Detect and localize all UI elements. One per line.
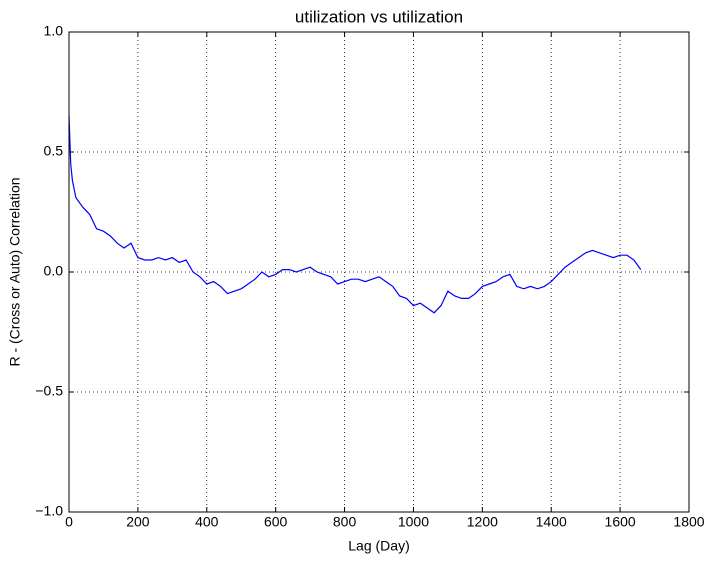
x-tick-label: 600 [264,514,288,530]
x-axis-label: Lag (Day) [348,538,409,554]
y-axis-label: R - (Cross or Auto) Correlation [7,177,23,366]
x-tick-label: 200 [126,514,150,530]
x-tick-label: 1600 [605,514,636,530]
y-tick-label: 0.0 [44,263,64,279]
y-tick-label: 1.0 [44,23,64,39]
chart-title: utilization vs utilization [295,7,463,26]
x-tick-label: 0 [65,514,73,530]
x-tick-label: 1800 [673,514,704,530]
y-tick-label: 0.5 [44,143,64,159]
y-tick-label: −1.0 [35,503,63,519]
x-tick-label: 1200 [467,514,498,530]
data-line [68,115,642,314]
x-tick-label: 1000 [398,514,429,530]
x-tick-label: 1400 [536,514,567,530]
plot-frame [68,31,690,513]
x-tick-label: 400 [195,514,219,530]
x-tick-label: 800 [333,514,357,530]
y-tick-label: −0.5 [35,383,63,399]
